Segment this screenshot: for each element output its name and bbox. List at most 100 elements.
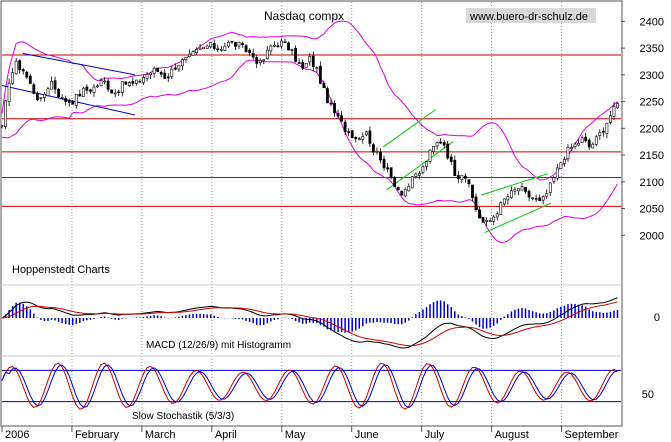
candle-body [166,76,170,79]
candle-body [110,89,114,94]
candle-body [555,167,559,179]
candle-body [471,184,474,199]
candle-body [117,91,121,94]
channel-line-lower-2 [484,202,552,234]
candle-body [25,71,29,78]
price-tick-label: 2350 [640,43,664,55]
month-tick-label: August [495,429,529,441]
candle-body [425,161,428,167]
candle-body [301,61,305,69]
candle-body [499,202,503,215]
month-tick-label: 2006 [5,429,29,441]
candle-body [506,196,510,201]
candle-body [219,49,223,51]
candle-body [311,55,315,67]
candle-body [216,48,220,51]
candle-body [78,93,82,97]
candle-body [96,85,99,88]
stochastic-k-line [1,362,618,410]
candle-body [400,190,404,196]
candle-body [106,80,110,90]
candle-body [612,106,616,117]
candle-body [142,77,145,83]
candle-body [67,99,71,103]
candle-body [545,193,549,197]
candle-body [262,59,266,61]
candle-body [85,86,89,91]
candle-body [379,151,382,161]
candle-body [570,147,573,150]
candle-body [159,72,163,75]
candle-body [223,45,227,51]
macd-signal-line [1,301,618,347]
candle-body [361,136,365,140]
candle-body [563,159,566,164]
macd-line [1,297,618,349]
macd-zero-tick: 0 [654,312,660,324]
credit-label: Hoppenstedt Charts [12,264,110,276]
candle-body [410,176,414,189]
candle-body [520,186,524,191]
candle-body [244,45,248,52]
candle-body [333,102,336,114]
candle-body [21,69,25,72]
candle-body [99,80,103,87]
channel-line-upper-2 [480,173,548,196]
candle-body [538,197,542,202]
candle-body [368,130,372,144]
candle-body [372,144,375,153]
grid-lines [71,2,563,426]
candle-body [587,139,591,148]
candle-body [287,42,290,51]
candle-body [329,102,333,105]
candle-body [541,196,545,201]
candle-body [258,59,262,63]
price-tick-label: 2250 [640,97,664,109]
candle-body [92,86,96,93]
candle-body [577,142,580,146]
candle-body [280,40,283,47]
candle-body [297,62,301,64]
candle-body [336,113,340,117]
candle-body [478,209,481,219]
candle-body [39,97,43,99]
candle-body [138,80,142,83]
candle-body [124,81,128,85]
time-axis: 2006 February March April May June July August S… [1,426,619,441]
candle-body [566,147,570,160]
candle-body [89,89,92,92]
candle-body [7,82,11,102]
candle-body [177,64,181,70]
candle-body [149,72,152,75]
candle-body [198,47,202,50]
candle-body [421,166,425,173]
candle-body [456,175,460,180]
candle-body [460,174,464,180]
candle-body [474,196,478,211]
candle-body [573,143,577,147]
price-tick-label: 2000 [640,230,664,242]
candle-body [513,189,517,192]
candle-body [64,98,68,102]
candle-body [492,216,496,222]
candle-body [241,43,244,45]
candle-body [276,45,280,48]
candle-body [428,149,432,162]
candle-body [594,136,598,145]
candle-body [283,41,287,43]
candle-body [552,177,556,182]
candle-body [584,136,588,142]
macd-label: MACD (12/26/9) mit Histogramm [146,340,291,351]
candle-body [548,182,552,193]
candle-body [255,57,259,64]
candle-body [308,56,312,63]
candle-body [485,220,489,222]
candle-body [272,44,276,47]
price-axis: 2000 2050 2100 2150 2200 2250 2300 2350 2400 [621,16,664,242]
price-tick-label: 2050 [640,204,664,216]
chart-title: Nasdaq compx [264,9,344,23]
price-tick-label: 2200 [640,123,664,135]
candle-body [609,115,612,123]
candle-body [463,175,467,179]
